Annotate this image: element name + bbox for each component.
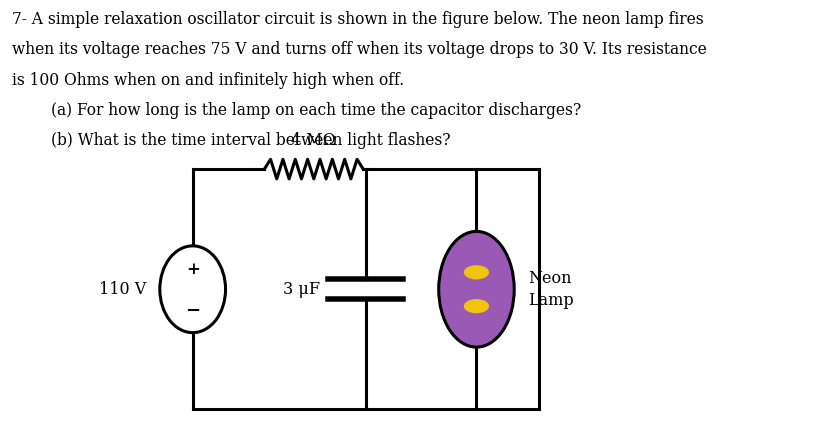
Text: −: − [185, 302, 200, 320]
Text: Neon: Neon [528, 270, 572, 287]
Text: Lamp: Lamp [528, 292, 574, 309]
Text: +: + [186, 261, 200, 278]
Ellipse shape [160, 246, 226, 333]
Text: (b) What is the time interval between light flashes?: (b) What is the time interval between li… [12, 132, 450, 149]
Text: when its voltage reaches 75 V and turns off when its voltage drops to 30 V. Its : when its voltage reaches 75 V and turns … [12, 41, 706, 58]
Text: 4 MΩ: 4 MΩ [291, 132, 336, 149]
Text: is 100 Ohms when on and infinitely high when off.: is 100 Ohms when on and infinitely high … [12, 72, 404, 89]
Text: 3 μF: 3 μF [283, 281, 320, 298]
Ellipse shape [438, 231, 514, 347]
Circle shape [464, 265, 489, 279]
Text: 110 V: 110 V [99, 281, 146, 298]
Text: (a) For how long is the lamp on each time the capacitor discharges?: (a) For how long is the lamp on each tim… [12, 102, 581, 119]
Text: 7- A simple relaxation oscillator circuit is shown in the figure below. The neon: 7- A simple relaxation oscillator circui… [12, 11, 703, 28]
Circle shape [464, 299, 489, 313]
